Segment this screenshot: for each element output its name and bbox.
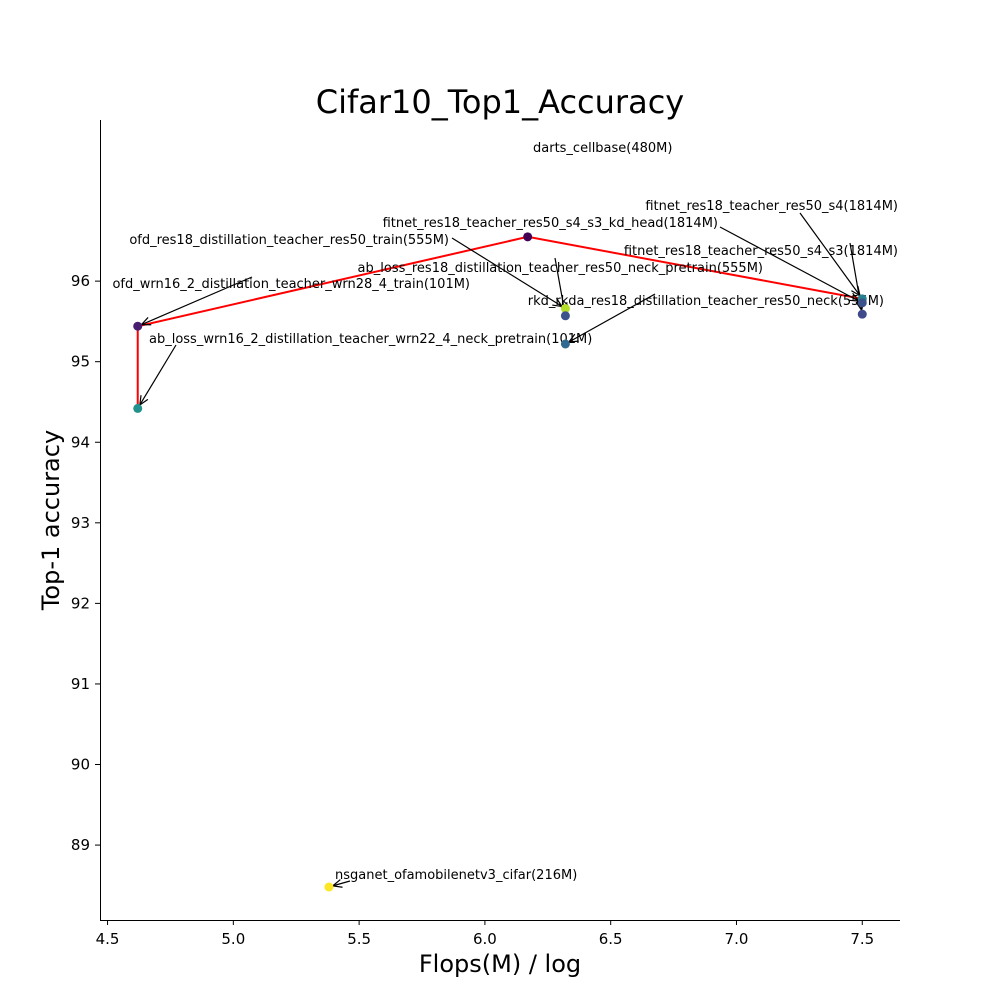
y-tick-label: 96	[71, 272, 90, 290]
point-label: fitnet_res18_teacher_res50_s4_s3_kd_head…	[383, 216, 718, 231]
point-label: ofd_res18_distillation_teacher_res50_tra…	[129, 233, 449, 248]
y-tick-label: 91	[71, 675, 90, 693]
chart-title: Cifar10_Top1_Accuracy	[316, 83, 684, 121]
y-tick-label: 92	[71, 594, 90, 612]
x-tick-label: 6.5	[599, 930, 623, 948]
x-tick-label: 7.0	[725, 930, 749, 948]
data-point	[523, 232, 533, 242]
x-axis-title: Flops(M) / log	[419, 950, 581, 978]
data-point	[560, 304, 570, 314]
point-label: darts_cellbase(480M)	[533, 141, 672, 156]
data-point	[857, 309, 867, 319]
y-tick-label: 93	[71, 514, 90, 532]
y-tick-label: 95	[71, 353, 90, 371]
point-label: fitnet_res18_teacher_res50_s4_s3(1814M)	[624, 244, 898, 259]
data-point	[560, 311, 570, 321]
point-label: ofd_wrn16_2_distillation_teacher_wrn28_4…	[112, 277, 470, 292]
y-axis-title: Top-1 accuracy	[37, 430, 65, 611]
y-tick-label: 94	[71, 433, 90, 451]
data-point	[560, 339, 570, 349]
point-label: fitnet_res18_teacher_res50_s4(1814M)	[645, 199, 898, 214]
annotation-arrow	[139, 344, 177, 407]
pareto-front-line	[136, 235, 863, 409]
point-label: ab_loss_res18_distillation_teacher_res50…	[358, 261, 763, 276]
x-tick-label: 5.0	[221, 930, 245, 948]
x-tick-label: 7.5	[850, 930, 874, 948]
point-label: nsganet_ofamobilenetv3_cifar(216M)	[335, 868, 577, 883]
y-tick-label: 89	[71, 836, 90, 854]
x-tick-label: 5.5	[347, 930, 371, 948]
x-tick-label: 4.5	[96, 930, 120, 948]
x-tick-label: 6.0	[473, 930, 497, 948]
point-label: rkd_rkda_res18_distillation_teacher_res5…	[528, 294, 884, 309]
data-point	[324, 882, 334, 892]
y-tick-label: 90	[71, 756, 90, 774]
data-point	[133, 403, 143, 413]
point-label: ab_loss_wrn16_2_distillation_teacher_wrn…	[149, 332, 592, 347]
data-point	[133, 321, 143, 331]
data-point	[857, 298, 867, 308]
